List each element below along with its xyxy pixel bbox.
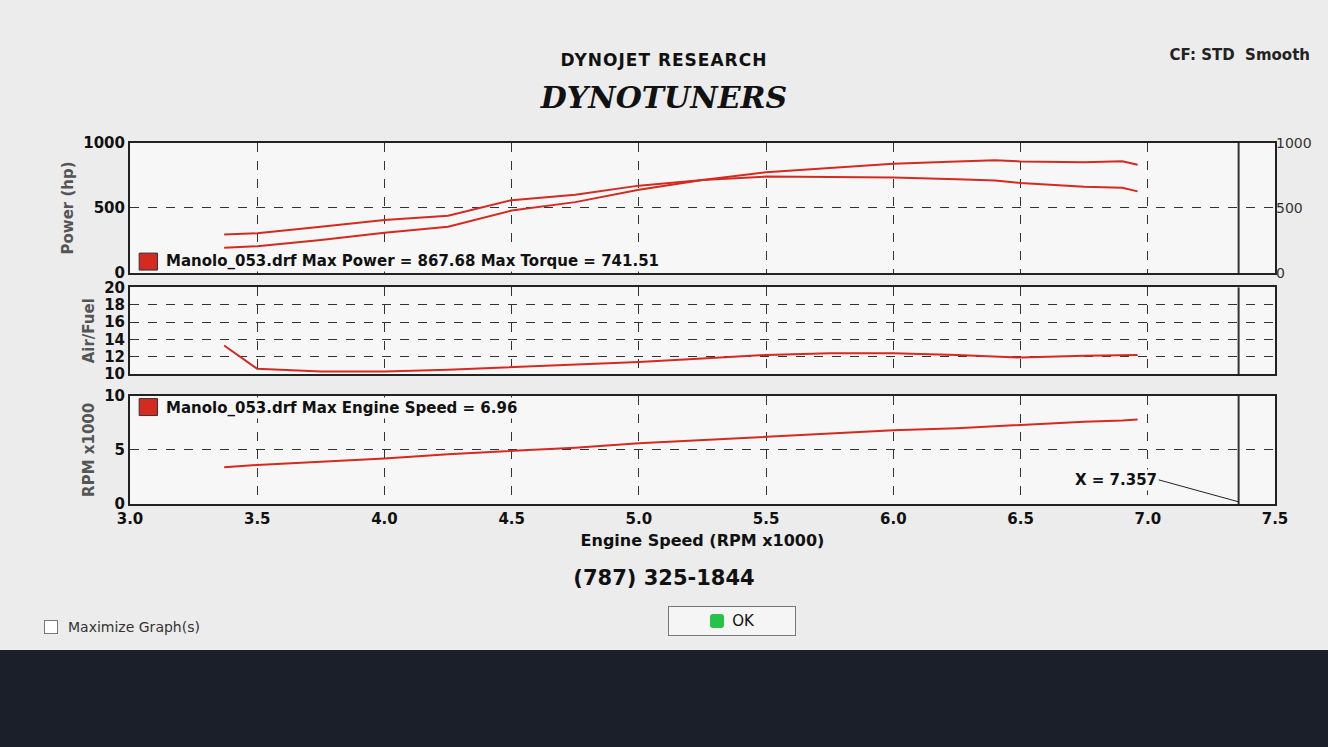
svg-text:4.5: 4.5 (498, 510, 525, 528)
svg-text:5.5: 5.5 (753, 510, 780, 528)
svg-text:0: 0 (1276, 265, 1285, 281)
html-text:CF: STD Smooth: CF: STD Smooth (1169, 46, 1310, 64)
svg-text:Air/Fuel: Air/Fuel (80, 298, 98, 363)
svg-text:5.0: 5.0 (626, 510, 653, 528)
svg-text:X = 7.357: X = 7.357 (1075, 471, 1157, 489)
svg-text:RPM x1000: RPM x1000 (80, 403, 98, 497)
svg-text:3.5: 3.5 (244, 510, 271, 528)
html-text:(787) 325-1844: (787) 325-1844 (573, 566, 755, 590)
svg-text:14: 14 (104, 331, 125, 349)
svg-text:0: 0 (115, 264, 125, 282)
svg-text:10: 10 (104, 365, 125, 383)
svg-text:0: 0 (115, 495, 125, 513)
svg-text:3.0: 3.0 (117, 510, 144, 528)
svg-text:Manolo_053.drf Max Power = 867: Manolo_053.drf Max Power = 867.68 Max To… (166, 252, 659, 270)
svg-text:500: 500 (94, 199, 125, 217)
svg-text:16: 16 (104, 313, 125, 331)
html-text:DYNOTUNERS: DYNOTUNERS (540, 80, 788, 115)
svg-text:Power (hp): Power (hp) (59, 161, 77, 254)
svg-text:20: 20 (104, 279, 125, 297)
svg-text:1000: 1000 (83, 134, 125, 152)
svg-text:6.0: 6.0 (880, 510, 907, 528)
svg-text:Engine Speed (RPM x1000): Engine Speed (RPM x1000) (581, 531, 825, 550)
html-text:Maximize Graph(s): Maximize Graph(s) (68, 619, 200, 635)
svg-text:5: 5 (115, 441, 125, 459)
svg-text:10: 10 (104, 387, 125, 405)
svg-text:7.5: 7.5 (1262, 510, 1289, 528)
svg-text:18: 18 (104, 296, 125, 314)
svg-text:6.5: 6.5 (1007, 510, 1034, 528)
svg-text:7.0: 7.0 (1134, 510, 1161, 528)
svg-text:4.0: 4.0 (371, 510, 398, 528)
html-text:DYNOJET RESEARCH: DYNOJET RESEARCH (560, 50, 768, 70)
svg-text:12: 12 (104, 348, 125, 366)
html-text:OK: OK (732, 612, 754, 630)
svg-text:500: 500 (1276, 200, 1303, 216)
svg-text:1000: 1000 (1276, 135, 1312, 151)
svg-text:Manolo_053.drf Max Engine Spee: Manolo_053.drf Max Engine Speed = 6.96 (166, 399, 517, 417)
